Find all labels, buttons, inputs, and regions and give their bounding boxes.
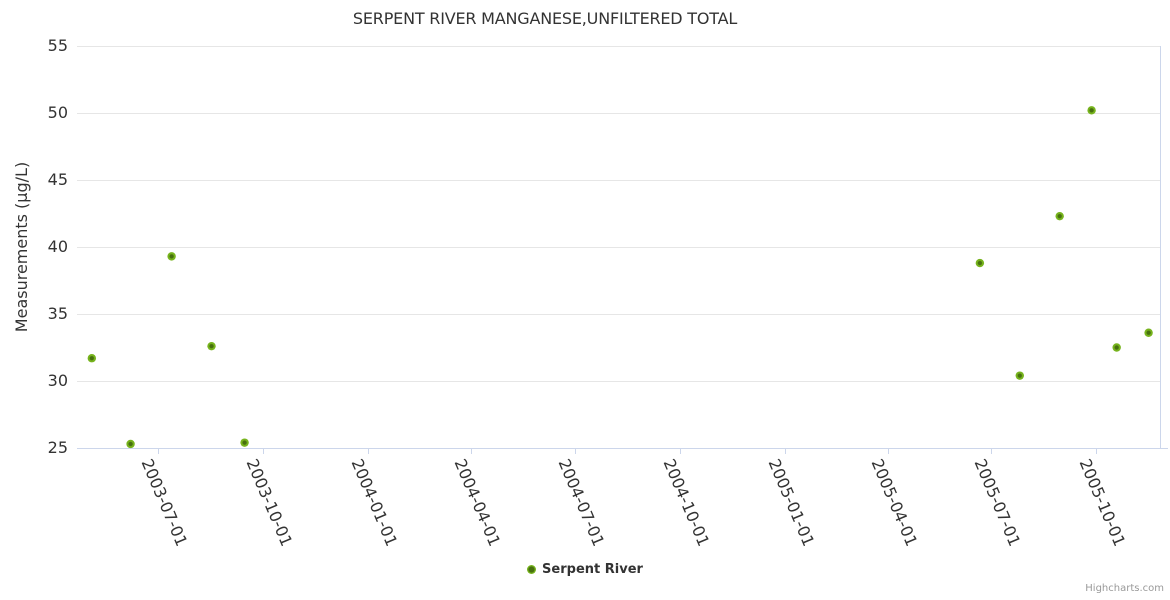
y-axis-label: 30 xyxy=(47,371,68,390)
y-axis-label: 25 xyxy=(47,438,68,457)
y-axis-label: 55 xyxy=(47,36,68,55)
data-point[interactable] xyxy=(1144,328,1153,337)
y-axis-label: 35 xyxy=(47,304,68,323)
data-point[interactable] xyxy=(1015,371,1024,380)
data-point[interactable] xyxy=(1087,106,1096,115)
data-point[interactable] xyxy=(87,354,97,363)
data-point[interactable] xyxy=(975,258,985,268)
y-axis-label: 40 xyxy=(47,237,68,256)
data-point[interactable] xyxy=(126,439,135,449)
y-axis-label: 45 xyxy=(47,170,68,189)
circle-dot-icon xyxy=(527,565,537,574)
chart-title: SERPENT RIVER MANGANESE,UNFILTERED TOTAL xyxy=(352,9,738,28)
legend-item-label: Serpent River xyxy=(542,562,643,577)
y-axis-label: 50 xyxy=(47,103,68,122)
highcharts-credits-link[interactable]: Highcharts.com xyxy=(1085,583,1164,594)
data-point[interactable] xyxy=(1112,343,1121,352)
data-point[interactable] xyxy=(207,341,216,351)
data-point[interactable] xyxy=(1055,211,1064,221)
data-point[interactable] xyxy=(167,252,176,261)
legend: Serpent River xyxy=(0,562,1170,577)
legend-item-serpent-river[interactable]: Serpent River xyxy=(527,562,643,577)
data-point[interactable] xyxy=(240,438,249,447)
